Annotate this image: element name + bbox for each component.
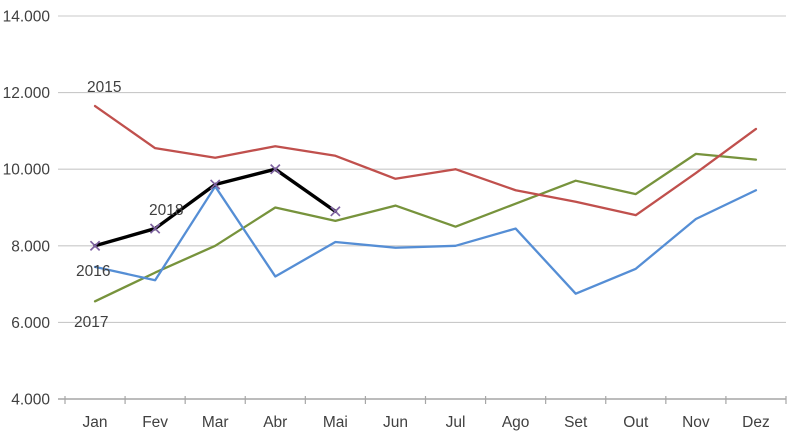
x-axis-label: Fev [142,414,168,431]
y-axis-label: 4.000 [11,392,50,409]
y-axis-label: 6.000 [11,315,50,332]
series-label-2015: 2015 [87,79,121,96]
marker-x [270,163,281,175]
x-axis-label: Mar [202,414,229,431]
marker-x [330,206,341,217]
y-axis-label: 8.000 [11,238,50,255]
series-line-2016 [93,185,758,295]
x-axis-label: Nov [682,414,710,431]
series-line-2015 [93,104,758,217]
x-axis-label: Dez [742,414,770,431]
marker-x [210,179,221,190]
y-axis-label: 14.000 [3,9,51,26]
series-label-2016: 2016 [76,263,110,280]
x-axis-label: Jun [383,414,408,431]
series-label-2017: 2017 [74,314,108,331]
x-axis-label: Out [623,414,649,431]
y-axis-label: 10.000 [3,162,51,179]
y-axis-label: 12.000 [3,85,51,102]
series-label-2018: 2018 [149,202,183,219]
series-line-2017 [93,152,758,303]
x-axis-label: Ago [502,414,530,431]
marker-x [89,240,101,252]
marker-x [149,223,161,234]
x-axis-label: Jan [83,414,108,431]
x-axis-label: Abr [263,414,287,431]
series-line-2018 [93,167,338,248]
x-axis-label: Set [564,414,588,431]
x-axis-label: Jul [446,414,466,431]
x-axis-label: Mai [323,414,348,431]
